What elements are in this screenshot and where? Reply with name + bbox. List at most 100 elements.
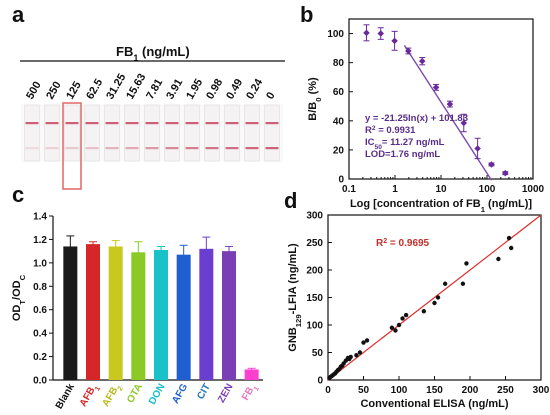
data-point bbox=[391, 37, 398, 45]
concentration-label: 7.81 bbox=[144, 77, 165, 102]
control-line bbox=[85, 122, 99, 125]
bar bbox=[199, 248, 214, 380]
category-label: FB1 bbox=[240, 382, 260, 404]
concentration-label: 31.25 bbox=[104, 72, 128, 102]
y-tick-label: 100 bbox=[306, 321, 323, 332]
test-strip bbox=[144, 104, 160, 162]
x-tick-label: 100 bbox=[479, 184, 496, 195]
test-line bbox=[145, 147, 159, 150]
y-tick-label: 0.4 bbox=[33, 329, 47, 340]
data-point bbox=[496, 256, 501, 262]
strip-header: FB1 (ng/mL) bbox=[116, 44, 190, 63]
data-point bbox=[432, 300, 437, 306]
concentration-label: 3.91 bbox=[164, 77, 185, 102]
x-axis-label: Log [concentration of FB1 (ng/mL)] bbox=[350, 198, 532, 214]
control-line bbox=[105, 122, 119, 125]
x-axis-label: Conventional ELISA (ng/mL) bbox=[360, 398, 508, 410]
x-tick-label: 0 bbox=[325, 385, 331, 396]
test-strip bbox=[124, 104, 140, 162]
y-tick-label: 80 bbox=[333, 58, 345, 69]
data-point bbox=[393, 328, 398, 333]
data-point bbox=[435, 295, 441, 300]
fit-annotation: y = -21.25ln(x) + 101.83 bbox=[365, 113, 468, 124]
control-line bbox=[225, 122, 239, 125]
y-tick-label: 0.2 bbox=[33, 352, 47, 363]
test-line bbox=[85, 147, 99, 150]
test-line bbox=[185, 147, 199, 150]
test-line bbox=[125, 147, 139, 150]
x-tick-label: 200 bbox=[462, 385, 479, 396]
data-point bbox=[357, 350, 363, 355]
test-strip bbox=[24, 104, 40, 162]
y-tick-label: 60 bbox=[333, 87, 345, 98]
concentration-label: 0.98 bbox=[204, 77, 225, 102]
y-tick-label: 1.4 bbox=[33, 212, 47, 223]
control-line bbox=[25, 122, 39, 125]
data-point bbox=[474, 145, 481, 152]
category-label: AFG bbox=[170, 382, 190, 406]
x-tick-label: 0.1 bbox=[342, 184, 356, 195]
r-squared-label: R2 = 0.9695 bbox=[376, 238, 430, 250]
y-tick-label: 40 bbox=[333, 116, 345, 127]
control-line bbox=[245, 122, 259, 125]
control-line bbox=[145, 122, 159, 125]
fit-annotation: LOD=1.76 ng/mL bbox=[365, 149, 440, 160]
test-strip bbox=[84, 104, 100, 162]
bar bbox=[63, 246, 78, 380]
x-tick-label: 300 bbox=[533, 385, 550, 396]
control-line bbox=[65, 122, 79, 125]
x-tick-label: 100 bbox=[391, 385, 408, 396]
panel-b-calibration-chart: 0.1 1 10 100 1000 0 20 40 60 80 100 Log [concentrat… bbox=[307, 18, 545, 214]
bar bbox=[86, 244, 100, 380]
y-tick-label: 100 bbox=[327, 29, 344, 40]
y-tick-label: 0.6 bbox=[33, 305, 47, 316]
data-point bbox=[488, 161, 495, 168]
test-strip bbox=[204, 104, 220, 162]
bar bbox=[131, 252, 146, 380]
test-line bbox=[245, 147, 259, 150]
y-tick-label: 0.8 bbox=[33, 282, 47, 293]
bar bbox=[176, 254, 191, 380]
y-axis-label: GNB129-LFIA (ng/mL) bbox=[287, 243, 303, 352]
y-tick-label: 0 bbox=[317, 376, 323, 387]
test-line bbox=[205, 147, 219, 150]
test-strip bbox=[64, 104, 80, 162]
control-line bbox=[185, 122, 199, 125]
data-point bbox=[361, 340, 366, 345]
data-point bbox=[442, 281, 448, 286]
data-point bbox=[403, 312, 409, 318]
y-tick-label: 0 bbox=[338, 175, 344, 186]
data-point bbox=[396, 322, 402, 328]
concentration-label: 0.24 bbox=[244, 76, 266, 101]
test-line bbox=[105, 147, 119, 150]
y-tick-label: 150 bbox=[306, 293, 323, 304]
highlight-box bbox=[62, 102, 82, 190]
data-point bbox=[421, 309, 427, 314]
concentration-label: 0.49 bbox=[224, 77, 245, 102]
concentration-label: 125 bbox=[64, 80, 84, 102]
category-label: CIT bbox=[195, 382, 213, 401]
data-point bbox=[464, 261, 469, 266]
data-point bbox=[460, 281, 466, 286]
concentration-label: 250 bbox=[44, 80, 64, 102]
concentration-label: 15.63 bbox=[124, 72, 148, 102]
control-line bbox=[165, 122, 179, 125]
panel-label-d: d bbox=[284, 188, 298, 213]
bar bbox=[108, 246, 123, 380]
test-strip bbox=[224, 104, 240, 162]
test-line bbox=[165, 147, 179, 150]
y-tick-label: 0.0 bbox=[33, 376, 47, 387]
category-label: AFB2 bbox=[101, 382, 125, 410]
data-point bbox=[400, 316, 405, 321]
concentration-label: 62.5 bbox=[84, 77, 105, 102]
test-strip bbox=[44, 104, 60, 162]
test-strip bbox=[164, 104, 180, 162]
y-tick-label: 50 bbox=[312, 348, 324, 359]
control-line bbox=[45, 122, 59, 125]
data-point bbox=[418, 57, 426, 65]
panel-label-b: b bbox=[300, 2, 314, 27]
y-axis-label: B/B0 (%) bbox=[307, 77, 323, 121]
control-line bbox=[125, 122, 139, 125]
y-tick-label: 20 bbox=[333, 145, 345, 156]
